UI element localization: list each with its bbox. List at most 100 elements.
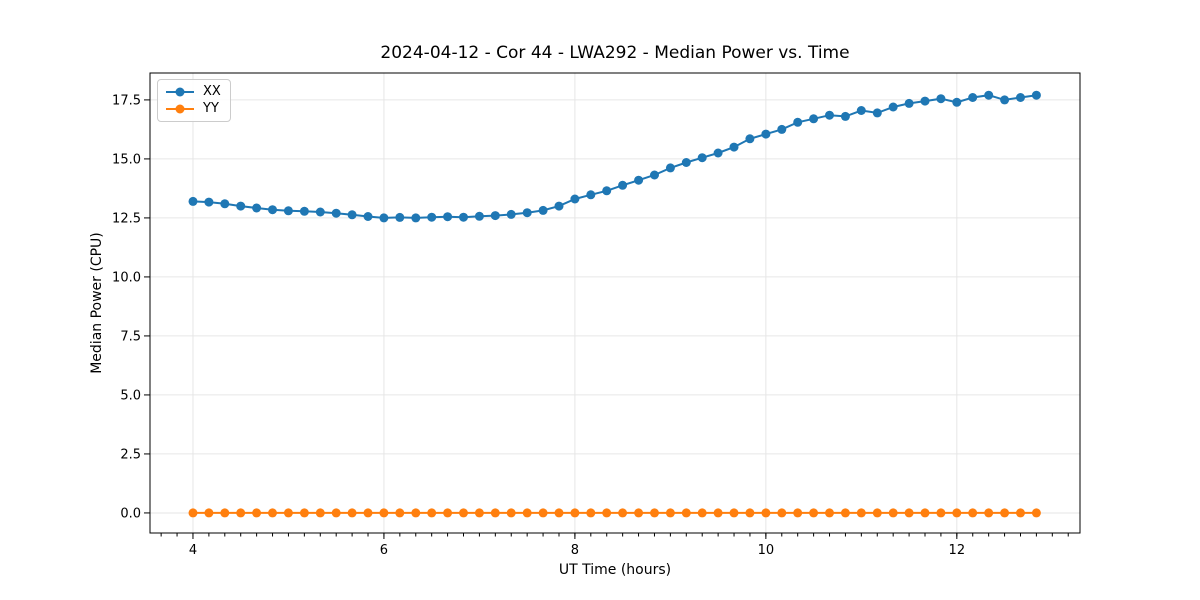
data-point — [936, 94, 946, 104]
data-point — [395, 212, 405, 222]
data-point — [1016, 508, 1025, 518]
data-point — [570, 194, 580, 204]
data-point — [490, 211, 500, 221]
data-point — [904, 98, 914, 108]
data-point — [522, 208, 532, 218]
x-tick-label: 6 — [380, 543, 388, 558]
legend-line-sample-xx — [166, 87, 194, 97]
data-point — [1000, 508, 1010, 518]
data-point — [252, 203, 262, 213]
data-point — [888, 508, 898, 518]
data-point — [554, 201, 564, 211]
data-point — [1031, 508, 1041, 518]
y-tick-label: 0.0 — [120, 506, 141, 521]
data-point — [745, 134, 755, 144]
data-point — [443, 212, 453, 222]
data-point — [840, 111, 850, 121]
data-point — [602, 186, 612, 196]
data-point — [697, 153, 707, 163]
data-point — [283, 206, 293, 216]
data-point — [602, 508, 612, 518]
data-point — [618, 508, 628, 518]
data-point — [363, 212, 373, 221]
data-point — [825, 508, 834, 518]
data-point — [634, 508, 644, 518]
data-point — [1031, 90, 1041, 100]
data-point — [347, 508, 357, 518]
data-point — [872, 508, 882, 518]
legend: XX YY — [157, 79, 231, 122]
data-point — [554, 508, 564, 518]
legend-item: XX — [165, 85, 221, 99]
data-point — [856, 508, 866, 518]
y-tick-label: 17.5 — [112, 93, 141, 108]
x-major-ticks: 4 6 8 10 12 — [189, 533, 965, 558]
data-point — [856, 106, 866, 115]
plot-spines — [149, 72, 1081, 534]
data-point — [586, 190, 596, 200]
data-point — [427, 212, 437, 222]
data-point — [538, 508, 548, 518]
legend-label-xx: XX — [203, 84, 221, 99]
data-point — [236, 201, 246, 211]
chart-title: 2024-04-12 - Cor 44 - LWA292 - Median Po… — [380, 43, 850, 63]
y-tick-label: 12.5 — [112, 211, 141, 226]
data-point — [347, 210, 357, 220]
data-point — [379, 508, 389, 518]
data-point — [713, 148, 723, 158]
data-point — [395, 508, 405, 518]
data-point — [825, 110, 834, 120]
data-point — [1016, 93, 1025, 102]
data-point — [920, 96, 930, 106]
data-point — [809, 114, 819, 124]
data-point — [729, 508, 739, 518]
x-tick-label: 12 — [949, 543, 966, 558]
x-minor-ticks — [160, 533, 1069, 537]
data-point — [968, 508, 978, 518]
data-point — [618, 180, 628, 190]
data-point — [363, 508, 373, 518]
data-point — [777, 508, 787, 518]
data-point — [459, 508, 468, 518]
legend-label-yy: YY — [203, 101, 219, 116]
data-point — [220, 508, 230, 518]
data-point — [793, 117, 803, 127]
x-tick-label: 10 — [758, 543, 775, 558]
data-point — [650, 508, 659, 518]
y-tick-label: 15.0 — [112, 152, 141, 167]
data-point — [331, 208, 341, 218]
data-point — [872, 108, 882, 118]
data-point — [761, 129, 771, 139]
y-major-ticks: 0.0 2.5 5.0 7.5 10.0 12.5 15.0 17.5 — [112, 93, 150, 521]
data-point — [586, 508, 596, 518]
data-point — [204, 197, 214, 207]
data-point — [236, 508, 246, 518]
x-tick-label: 4 — [189, 543, 197, 558]
data-point — [315, 508, 325, 518]
data-point — [538, 205, 548, 215]
data-point — [506, 508, 516, 518]
data-point — [777, 124, 787, 134]
data-point — [268, 508, 277, 518]
data-point — [506, 209, 516, 219]
data-point — [188, 196, 198, 206]
x-tick-label: 8 — [571, 543, 579, 558]
data-point — [299, 206, 309, 216]
data-point — [809, 508, 819, 518]
data-point — [984, 508, 994, 518]
data-point — [761, 508, 771, 518]
x-axis-label: UT Time (hours) — [558, 562, 672, 578]
data-point — [634, 175, 644, 185]
data-point — [299, 508, 309, 518]
data-point — [1000, 95, 1010, 105]
data-point — [697, 508, 707, 518]
data-point — [411, 213, 421, 223]
data-point — [840, 508, 850, 518]
gridlines — [150, 73, 1080, 533]
legend-line-sample-yy — [166, 104, 194, 114]
data-point — [474, 211, 484, 221]
data-point — [681, 158, 691, 167]
data-point — [188, 508, 198, 518]
